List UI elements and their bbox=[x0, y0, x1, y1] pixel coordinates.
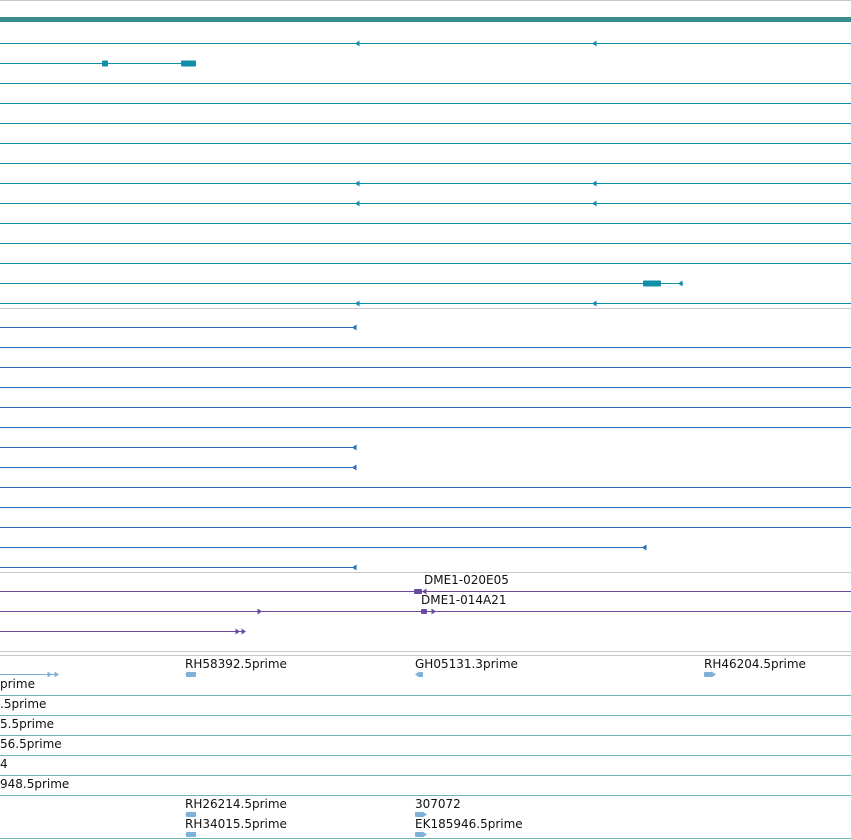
left-arrowhead-icon bbox=[355, 40, 360, 47]
exon-block bbox=[181, 60, 196, 67]
est-label[interactable]: .5prime bbox=[0, 697, 47, 711]
left-arrowhead-icon bbox=[352, 444, 357, 451]
right-arrowhead-icon bbox=[431, 608, 436, 615]
exon-block bbox=[704, 672, 712, 677]
left-arrowhead-icon bbox=[678, 280, 683, 287]
left-arrowhead-icon bbox=[592, 200, 597, 207]
left-arrowhead-icon bbox=[352, 324, 357, 331]
left-arrowhead-icon bbox=[185, 811, 190, 818]
exon-block bbox=[415, 812, 423, 817]
left-arrowhead-icon bbox=[185, 671, 190, 678]
left-arrowhead-icon bbox=[592, 40, 597, 47]
left-arrowhead-icon bbox=[592, 300, 597, 307]
est-label[interactable]: GH05131.3prime bbox=[415, 657, 518, 671]
cdna-label[interactable]: DME1-020E05 bbox=[424, 573, 509, 587]
left-arrowhead-icon bbox=[352, 464, 357, 471]
left-arrowhead-icon bbox=[642, 544, 647, 551]
right-arrowhead-icon bbox=[47, 671, 52, 678]
right-arrowhead-icon bbox=[235, 628, 240, 635]
est-label[interactable]: RH46204.5prime bbox=[704, 657, 806, 671]
cdna-label[interactable]: DME1-014A21 bbox=[421, 593, 507, 607]
right-arrowhead-icon bbox=[422, 811, 427, 818]
exon-block bbox=[643, 280, 661, 287]
est-label[interactable]: RH26214.5prime bbox=[185, 797, 287, 811]
exon-block bbox=[421, 609, 427, 614]
left-arrowhead-icon bbox=[352, 564, 357, 571]
est-label[interactable]: prime bbox=[0, 677, 35, 691]
exon-block bbox=[102, 60, 108, 67]
est-label[interactable]: 56.5prime bbox=[0, 737, 62, 751]
exon-block bbox=[419, 672, 423, 677]
est-label[interactable]: 307072 bbox=[415, 797, 461, 811]
right-arrowhead-icon bbox=[241, 628, 246, 635]
right-arrowhead-icon bbox=[422, 831, 427, 838]
left-arrowhead-icon bbox=[185, 831, 190, 838]
left-arrowhead-icon bbox=[422, 588, 427, 595]
est-label[interactable]: 948.5prime bbox=[0, 777, 70, 791]
est-label[interactable]: RH34015.5prime bbox=[185, 817, 287, 831]
right-arrowhead-icon bbox=[711, 671, 716, 678]
left-arrowhead-icon bbox=[355, 180, 360, 187]
exon-block bbox=[415, 832, 423, 837]
top-gene-bar[interactable] bbox=[0, 17, 851, 22]
left-arrowhead-icon bbox=[415, 671, 420, 678]
exon-block bbox=[414, 589, 422, 594]
est-label[interactable]: RH58392.5prime bbox=[185, 657, 287, 671]
left-arrowhead-icon bbox=[355, 200, 360, 207]
est-label[interactable]: 4 bbox=[0, 757, 8, 771]
left-arrowhead-icon bbox=[355, 300, 360, 307]
right-arrowhead-icon bbox=[54, 671, 59, 678]
est-label[interactable]: EK185946.5prime bbox=[415, 817, 523, 831]
est-label[interactable]: 5.5prime bbox=[0, 717, 55, 731]
right-arrowhead-icon bbox=[257, 608, 262, 615]
left-arrowhead-icon bbox=[592, 180, 597, 187]
